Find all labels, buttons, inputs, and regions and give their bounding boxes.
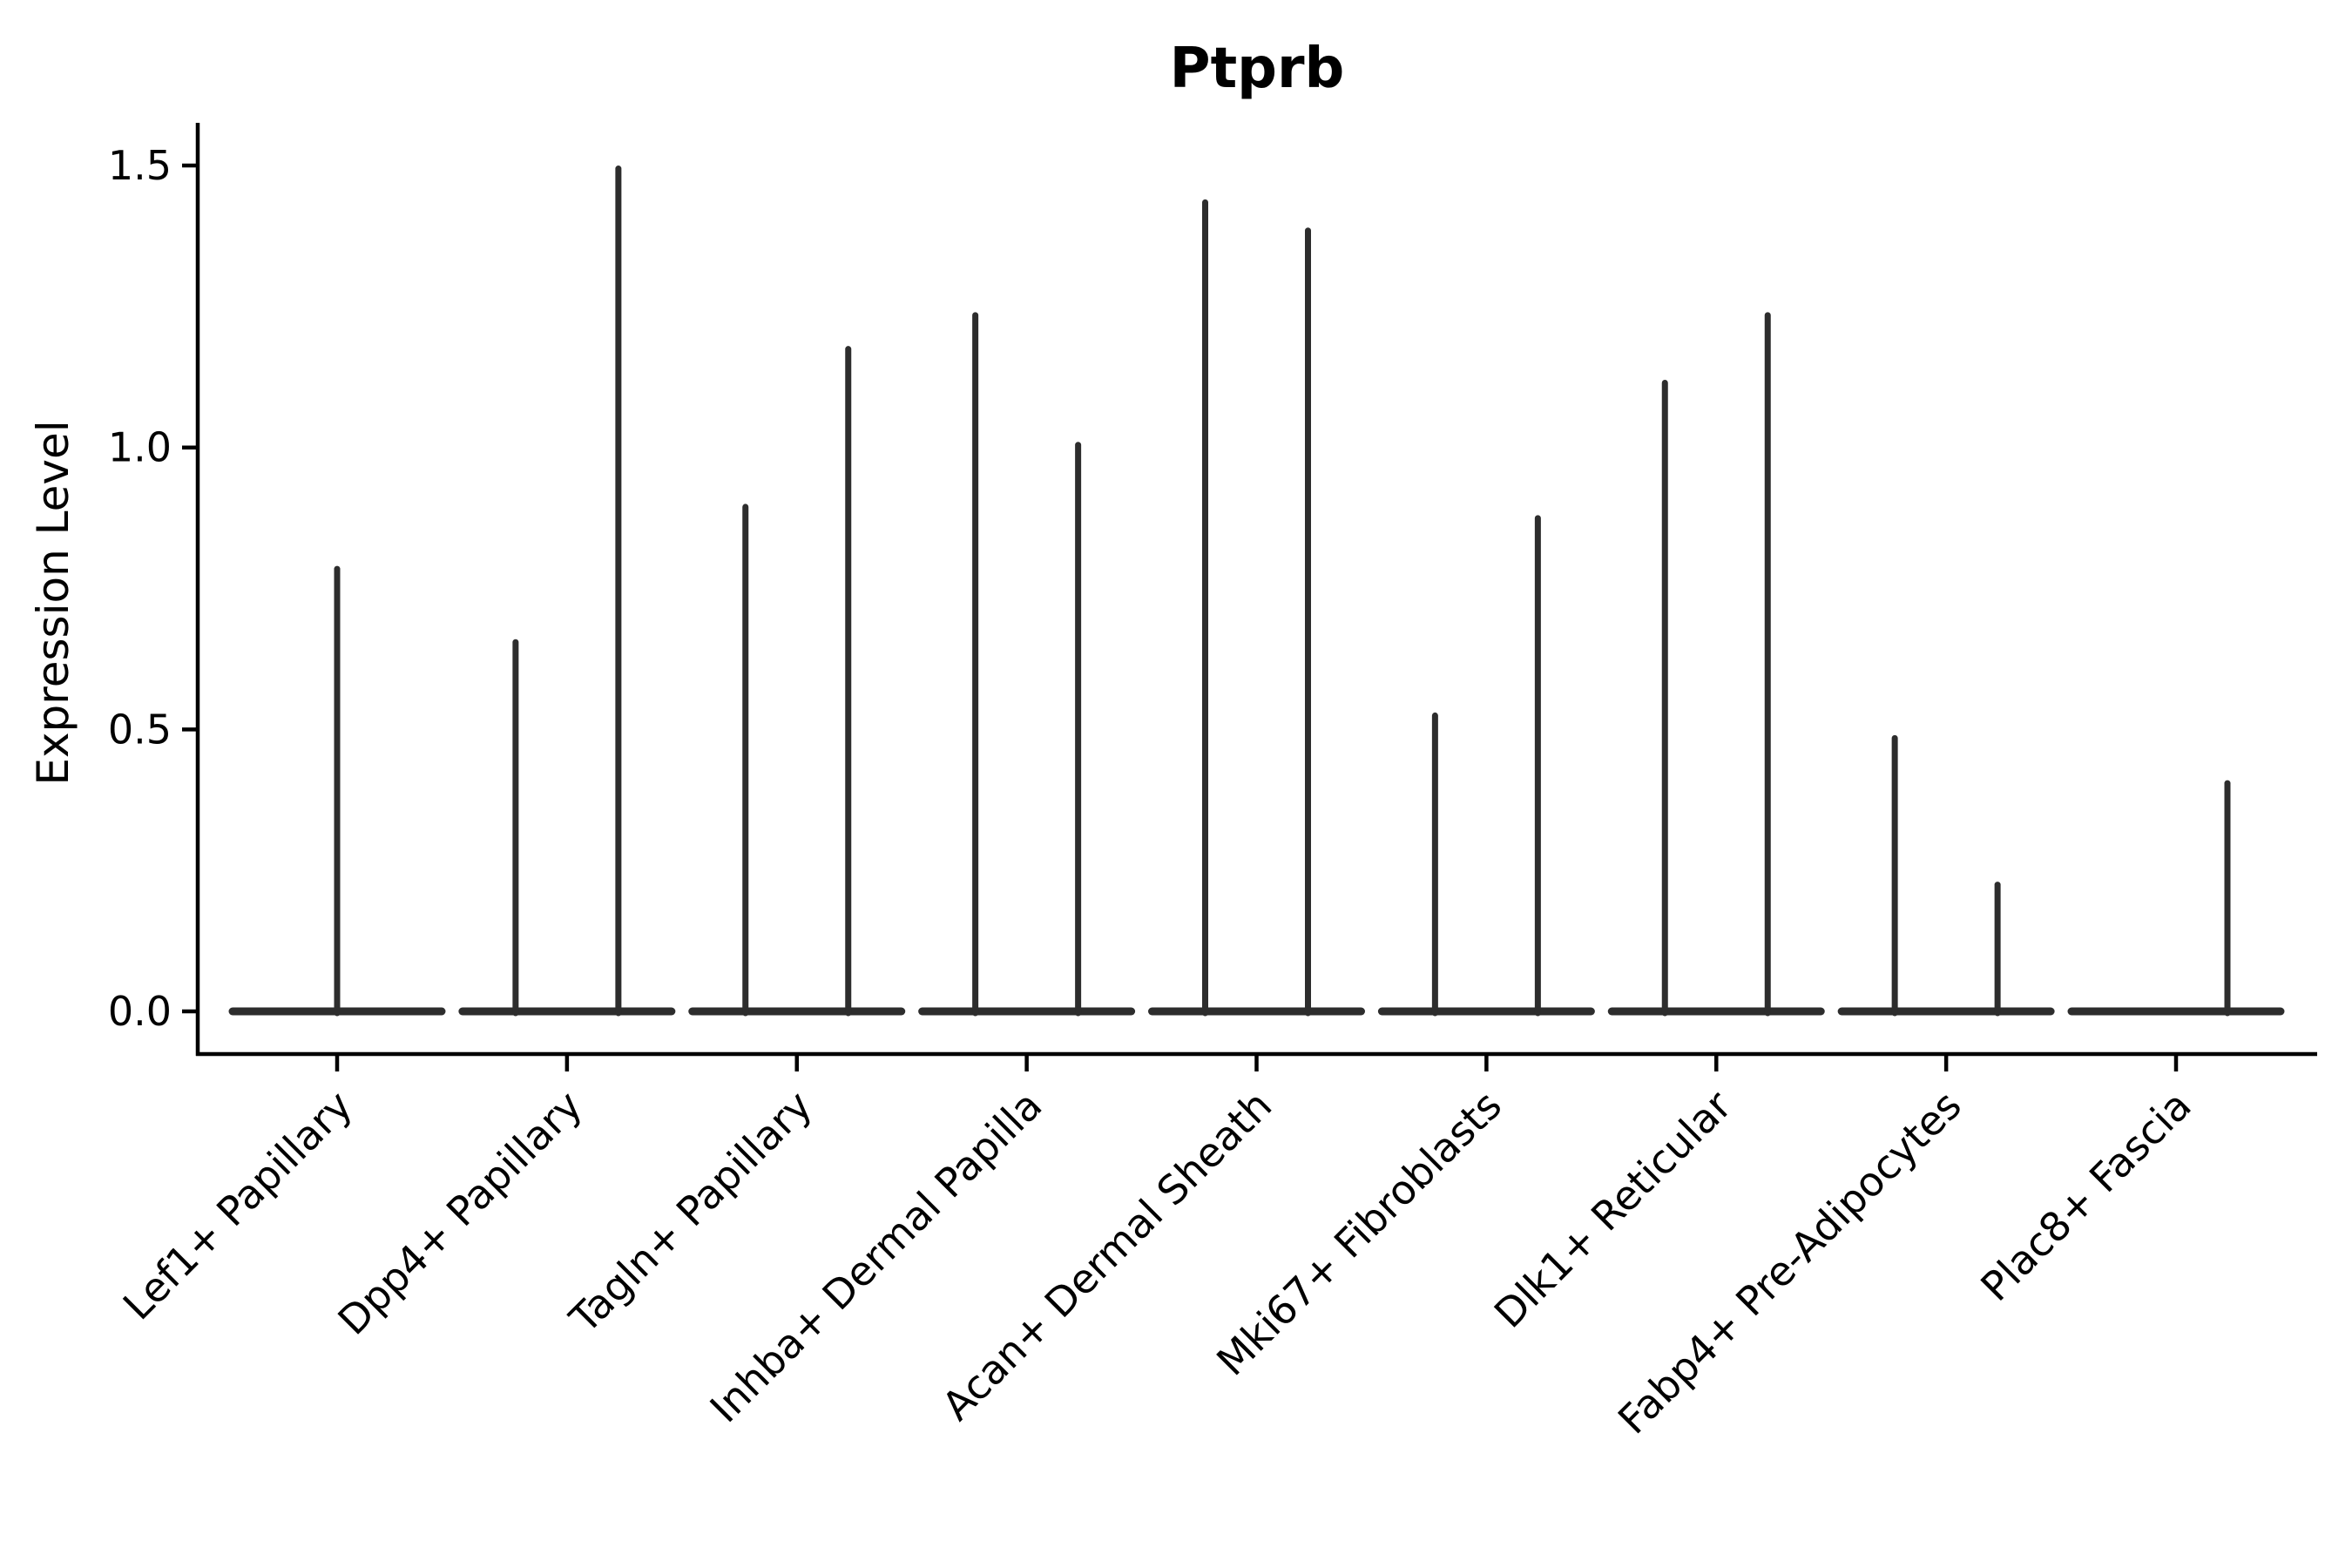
violins [228,166,2285,1017]
y-axis-ticks: 0.0 0.5 1.0 1.5 [108,142,198,1035]
x-tick-label: Plac8+ Fascia [1971,1082,2200,1310]
x-tick-label: Tagln+ Papillary [560,1082,821,1343]
y-tick-label: 0.5 [108,706,172,753]
x-tick-label: Dpp4+ Papillary [328,1082,591,1344]
y-axis-label: Expression Level [28,420,78,785]
plot-title: Ptprb [1170,37,1345,101]
x-tick-label: Lef1+ Papillary [114,1082,362,1329]
y-tick-label: 1.5 [108,142,172,189]
x-tick-label: Dlk1+ Reticular [1485,1082,1740,1337]
y-tick-label: 1.0 [108,424,172,471]
y-tick-label: 0.0 [108,988,172,1035]
